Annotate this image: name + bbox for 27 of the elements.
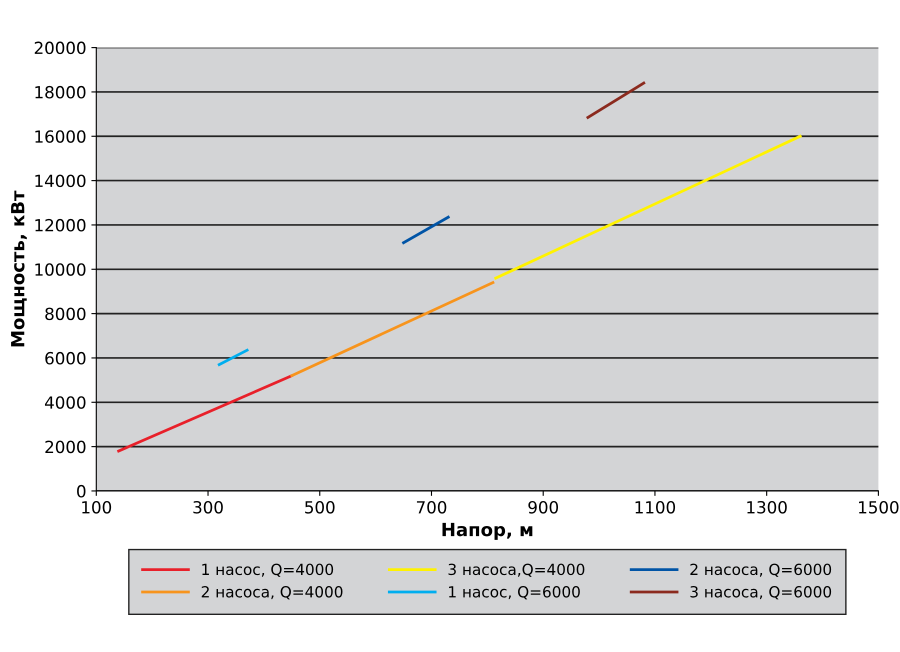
x-tick-label: 100 bbox=[82, 500, 112, 514]
y-tick-label: 0 bbox=[77, 484, 86, 498]
x-tick-label: 700 bbox=[416, 500, 446, 514]
x-tick-label: 1100 bbox=[636, 500, 676, 514]
legend-label: 3 насоса,Q=4000 bbox=[448, 564, 584, 577]
y-tick-label: 6000 bbox=[45, 352, 86, 365]
x-axis-title: Напор, м bbox=[442, 522, 532, 540]
y-tick-label: 12000 bbox=[35, 218, 86, 232]
y-tick-label: 20000 bbox=[34, 42, 86, 54]
legend-label: 2 насоса, Q=6000 bbox=[690, 564, 832, 577]
legend-label: 1 насос, Q=6000 bbox=[449, 586, 580, 600]
legend-label: 3 насоса, Q=6000 bbox=[690, 586, 832, 600]
legend-label: 1 насос, Q=4000 bbox=[202, 564, 334, 577]
y-tick-label: 4000 bbox=[44, 396, 86, 409]
y-axis-title: Мощность, кВт bbox=[11, 190, 27, 346]
y-tick-label: 10000 bbox=[35, 263, 86, 276]
x-tick-label: 1500 bbox=[859, 500, 898, 514]
y-tick-label: 18000 bbox=[35, 86, 86, 98]
x-tick-label: 300 bbox=[193, 500, 223, 514]
y-tick-label: 8000 bbox=[45, 308, 86, 320]
y-tick-label: 14000 bbox=[35, 174, 86, 188]
y-tick-label: 16000 bbox=[35, 130, 86, 143]
x-tick-label: 1300 bbox=[747, 500, 787, 514]
x-tick-label: 900 bbox=[528, 500, 558, 514]
x-tick-label: 500 bbox=[305, 500, 335, 514]
y-tick-label: 2000 bbox=[45, 440, 86, 454]
legend-label: 2 насоса, Q=4000 bbox=[202, 586, 342, 600]
